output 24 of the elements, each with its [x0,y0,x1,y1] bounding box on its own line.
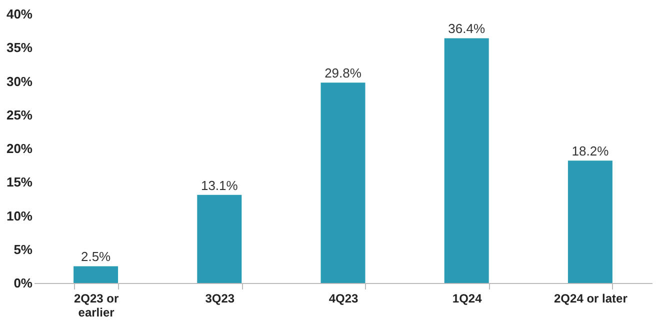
y-tick-label: 5% [14,242,33,257]
y-tick-label: 20% [6,141,33,156]
bar [568,160,612,283]
x-tick-label: 2Q24 or later [554,292,628,306]
data-label: 18.2% [572,144,610,159]
y-tick-label: 15% [6,174,33,190]
data-label: 2.5% [80,249,112,264]
x-tick-label: 2Q23 or earlier [74,292,119,320]
data-label: 36.4% [448,21,486,36]
bar [197,194,242,283]
x-tick-label: 4Q23 [328,292,358,306]
data-label: 29.8% [324,66,362,81]
x-tick-label: 3Q23 [205,292,235,306]
bar [320,82,366,283]
y-tick-label: 35% [6,40,33,56]
y-tick-label: 10% [6,208,33,224]
bar [74,266,118,283]
data-label: 13.1% [200,178,238,193]
x-tick-label: 1Q24 [452,292,482,306]
y-tick-label: 25% [6,107,33,122]
bar [444,38,489,283]
y-tick-label: 0% [14,276,33,290]
y-tick-label: 30% [6,74,33,89]
y-tick-label: 40% [6,6,33,22]
